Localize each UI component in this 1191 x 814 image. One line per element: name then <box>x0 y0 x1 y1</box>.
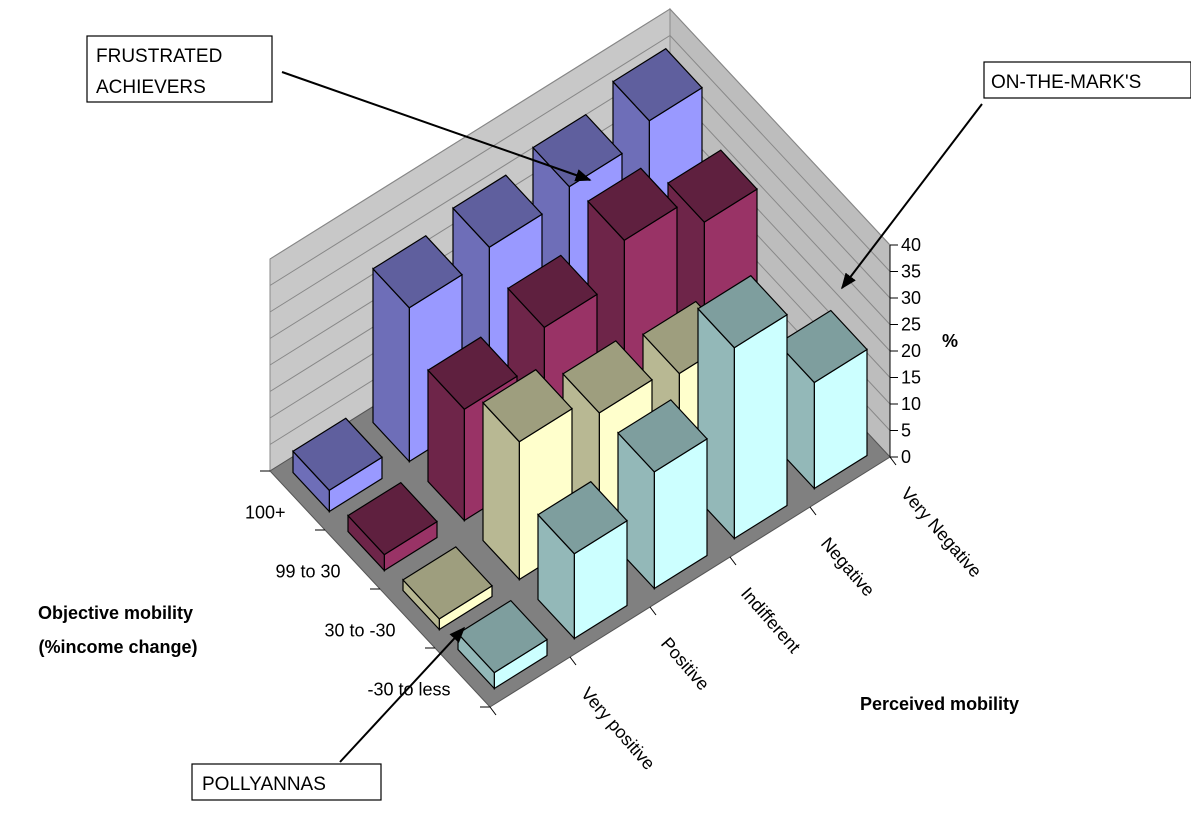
bar-face-top <box>427 336 518 410</box>
annotation-text: ON-THE-MARK'S <box>991 72 1141 93</box>
annotation-text: FRUSTRATED ACHIEVERS <box>96 46 228 98</box>
x-tick-label: Indifferent <box>737 584 804 657</box>
z-tick-label: 20 <box>901 341 921 361</box>
bar-face-top <box>347 481 438 556</box>
bar-face-top <box>452 174 543 248</box>
bar--30 to less-Positive <box>537 480 628 641</box>
z-tick-label: 35 <box>901 262 921 282</box>
annotation-box <box>191 763 382 801</box>
z-tick-label: 25 <box>901 315 921 335</box>
x-axis-label: Perceived mobility <box>860 694 1019 714</box>
y-axis-label-line-1: Objective mobility <box>38 603 193 623</box>
annotation-frustrated-achievers: FRUSTRATED ACHIEVERS <box>86 35 592 182</box>
gridline <box>269 34 891 286</box>
x-tick <box>729 556 737 566</box>
x-tick <box>489 706 497 716</box>
bars-group <box>292 47 868 691</box>
annotation-line-1: POLLYANNAS <box>202 774 326 795</box>
bar-face-top <box>292 417 383 492</box>
x-tick <box>569 656 577 666</box>
gridline <box>269 8 891 260</box>
bar-30 to -30-Very positive <box>402 546 493 632</box>
bar-face-top <box>667 149 758 223</box>
bar-face-top <box>372 235 463 309</box>
z-tick-label: 15 <box>901 368 921 388</box>
bar--30 to less-Very Negative <box>777 309 868 491</box>
bar-face-top <box>617 399 708 473</box>
x-tick-label: Positive <box>657 634 713 695</box>
annotation-line-1: FRUSTRATED <box>96 46 222 67</box>
annotation-box <box>86 35 273 103</box>
annotation-pollyannas: POLLYANNAS <box>191 626 466 801</box>
bar-face-top <box>777 309 868 384</box>
z-tick-label: 30 <box>901 288 921 308</box>
y-tick-label: 100+ <box>245 503 286 523</box>
z-tick-label: 5 <box>901 421 911 441</box>
bar-face-top <box>482 368 573 443</box>
bar--30 to less-Indifferent <box>617 399 708 591</box>
x-tick-label: Negative <box>817 534 879 601</box>
bar-face-top <box>507 254 598 329</box>
bar--30 to less-Very positive <box>457 599 548 691</box>
y-tick-label: -30 to less <box>367 680 450 700</box>
z-tick-label: 0 <box>901 447 911 467</box>
annotation-line-2: ACHIEVERS <box>96 77 206 98</box>
bar-face-top <box>612 47 703 122</box>
annotation-arrow <box>841 103 983 290</box>
z-axis-label: % <box>942 331 958 351</box>
bar-face-top <box>457 599 548 674</box>
bar-99 to 30-Very positive <box>347 481 438 573</box>
x-tick <box>889 456 897 466</box>
bar--30 to less-Negative <box>697 274 788 541</box>
x-tick-label: Very Negative <box>897 484 986 582</box>
bar-face-top <box>587 167 678 242</box>
bar-face-top <box>562 340 653 414</box>
annotation-text: POLLYANNAS <box>202 774 326 795</box>
annotation-arrow <box>281 71 592 182</box>
y-tick-label: 99 to 30 <box>275 562 340 582</box>
annotation-line-1: ON-THE-MARK'S <box>991 72 1141 93</box>
y-axis-label: Objective mobility (%income change) <box>38 603 198 657</box>
bar-100+-Very positive <box>292 417 383 514</box>
z-tick-label: 10 <box>901 394 921 414</box>
annotation-box <box>983 61 1191 99</box>
y-axis-label-line-2: (%income change) <box>38 637 197 657</box>
x-tick <box>649 606 657 616</box>
x-tick <box>809 506 817 516</box>
annotation-on-the-marks: ON-THE-MARK'S <box>841 61 1191 290</box>
y-tick-label: 30 to -30 <box>324 621 395 641</box>
bar-face-top <box>537 480 628 555</box>
z-tick-label: 40 <box>901 235 921 255</box>
bar-face-top <box>697 274 788 349</box>
bar-face-front <box>733 313 788 540</box>
x-tick-label: Very positive <box>577 684 659 774</box>
annotation-arrow <box>339 626 466 763</box>
bar-face-top <box>402 546 493 620</box>
